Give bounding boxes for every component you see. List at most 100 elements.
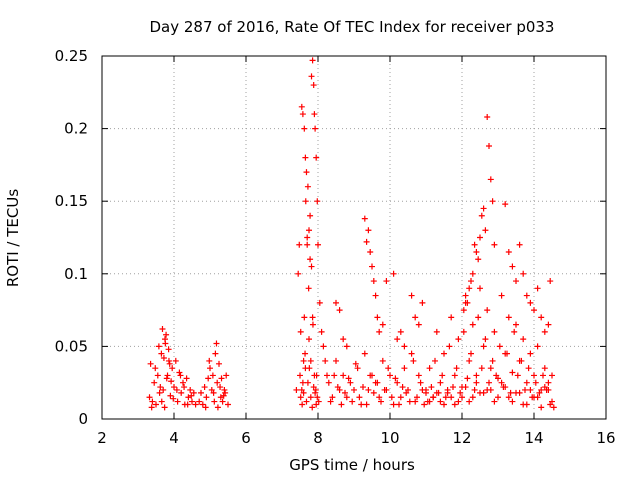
data-point [206,357,213,364]
data-point [301,314,308,321]
data-point [210,389,217,396]
data-point [451,401,458,408]
data-point [534,343,541,350]
data-point [309,57,316,64]
data-point [496,343,503,350]
data-point [410,357,417,364]
data-point [468,350,474,357]
data-point [347,379,354,386]
data-point [297,394,304,401]
data-point [370,389,377,396]
data-point [466,357,473,364]
data-point [520,401,527,408]
data-point [218,375,225,382]
data-point [342,389,348,396]
data-point [340,336,347,343]
data-point [149,398,156,405]
data-point [397,394,404,401]
data-point [214,379,221,386]
data-point [545,379,552,386]
data-point [302,198,309,205]
data-point [313,401,320,408]
data-point [219,398,226,405]
data-point [505,314,512,321]
data-point [390,401,397,408]
data-point [327,398,334,405]
data-point [180,379,186,386]
data-point [525,365,532,372]
data-point [211,398,218,405]
data-point [213,340,220,347]
data-point [181,384,188,391]
y-tick-label: 0.1 [64,265,88,283]
data-point [310,82,317,89]
x-tick-label: 12 [452,429,471,447]
data-point [158,398,165,405]
data-point [167,392,174,399]
data-point [305,285,312,292]
data-point [354,365,361,372]
data-point [162,340,169,347]
data-point [538,404,545,411]
data-point [311,111,318,118]
data-point [376,394,383,401]
data-point [532,379,539,386]
data-point [315,241,321,248]
data-point [493,372,500,379]
data-point [161,404,168,411]
data-point [146,394,153,401]
data-point [374,314,381,321]
data-point [394,379,401,386]
data-point [444,386,451,393]
data-point [160,386,167,393]
data-point [520,336,527,343]
data-point [176,369,183,376]
data-point [297,372,303,379]
data-point [165,346,172,353]
data-point [387,372,393,379]
data-point [509,398,516,405]
data-point [156,389,163,396]
data-point [523,379,530,386]
data-point [378,398,384,405]
data-point [320,343,327,350]
data-point [505,249,512,256]
data-point [466,398,473,405]
data-point [178,389,185,396]
data-point [302,154,309,161]
data-point [374,379,381,386]
data-point [527,350,534,357]
data-point [214,404,221,411]
data-point [522,386,528,393]
data-point [516,241,523,248]
data-point [495,394,501,401]
grid-lines [102,56,606,419]
data-point [172,357,179,364]
data-point [428,384,435,391]
data-point [299,379,306,386]
data-point [471,241,478,248]
data-point [301,125,308,132]
data-point [487,365,494,372]
data-point [477,389,483,396]
data-point [475,314,482,321]
data-point [433,328,440,335]
y-tick-label: 0.05 [55,337,88,355]
axis-ticks: 2 4 6 8 10 12 14 16 0 0.05 0.1 0.15 0.2 0.25 [55,47,616,447]
data-point [509,263,516,270]
data-point [225,401,231,408]
data-point [489,357,496,364]
data-point [209,372,216,379]
data-point [154,372,161,379]
data-point [349,398,356,405]
data-point [401,365,408,372]
data-point [511,328,518,335]
data-point [399,384,406,391]
data-point [304,241,311,248]
data-point [453,365,460,372]
data-point [158,350,165,357]
y-tick-label: 0.25 [55,47,88,65]
data-point [381,386,388,393]
data-point [155,343,162,350]
